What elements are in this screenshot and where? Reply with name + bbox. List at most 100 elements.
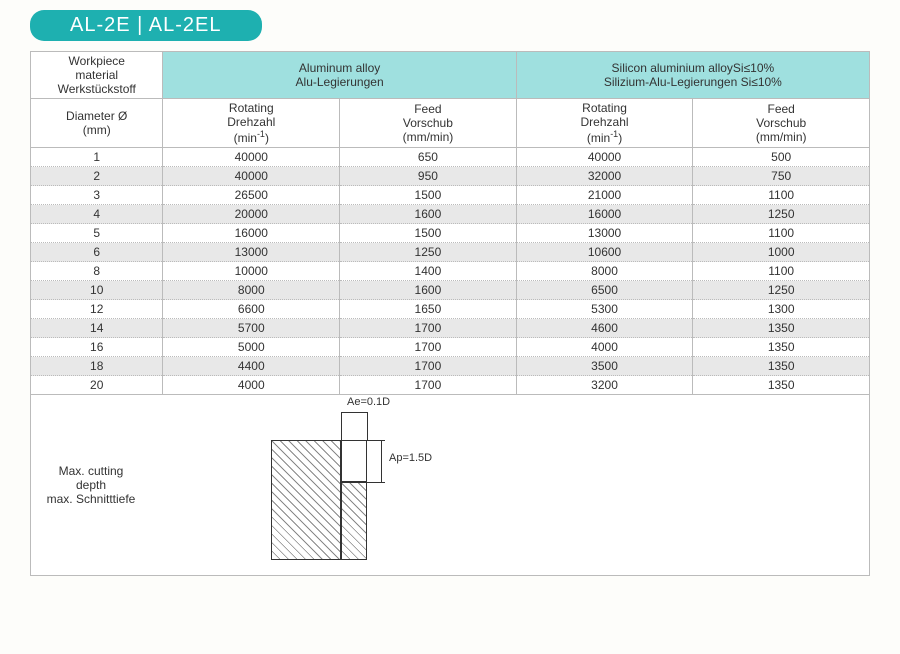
table-cell: 1650: [340, 300, 517, 319]
table-cell: 1350: [693, 357, 870, 376]
table-cell: 3500: [516, 357, 693, 376]
table-cell: 21000: [516, 186, 693, 205]
table-row: 810000140080001100: [31, 262, 870, 281]
table-cell: 10000: [163, 262, 340, 281]
table-cell: 12: [31, 300, 163, 319]
table-cell: 1: [31, 148, 163, 167]
header-feed-2: Feed Vorschub (mm/min): [693, 99, 870, 148]
table-cell: 3200: [516, 376, 693, 395]
table-cell: 650: [340, 148, 517, 167]
table-cell: 13000: [516, 224, 693, 243]
table-cell: 6: [31, 243, 163, 262]
header-feed-1: Feed Vorschub (mm/min): [340, 99, 517, 148]
table-cell: 10600: [516, 243, 693, 262]
table-cell: 13000: [163, 243, 340, 262]
table-cell: 1350: [693, 319, 870, 338]
table-cell: 8: [31, 262, 163, 281]
page-title: AL-2E | AL-2EL: [70, 14, 222, 36]
table-cell: 4000: [163, 376, 340, 395]
table-row: 145700170046001350: [31, 319, 870, 338]
table-row: 24000095032000750: [31, 167, 870, 186]
table-cell: 950: [340, 167, 517, 186]
unit-min-1: (min-1): [234, 131, 269, 145]
table-cell: 3: [31, 186, 163, 205]
ae-label: Ae=0.1D: [347, 396, 390, 408]
table-cell: 1600: [340, 281, 517, 300]
table-cell: 1300: [693, 300, 870, 319]
header-material-2: Silicon aluminium alloySi≤10% Silizium-A…: [516, 52, 869, 99]
header-rotating-2: Rotating Drehzahl (min-1): [516, 99, 693, 148]
table-cell: 1100: [693, 224, 870, 243]
table-row: 204000170032001350: [31, 376, 870, 395]
table-cell: 16000: [516, 205, 693, 224]
cutting-depth-diagram: Ae=0.1D Ap=1.5D: [271, 400, 471, 570]
table-cell: 1250: [693, 281, 870, 300]
table-cell: 1250: [693, 205, 870, 224]
table-row: 3265001500210001100: [31, 186, 870, 205]
table-cell: 5700: [163, 319, 340, 338]
diagram-cell: Max. cutting depth max. Schnitttiefe Ae=…: [31, 395, 870, 576]
table-cell: 6500: [516, 281, 693, 300]
table-cell: 1100: [693, 186, 870, 205]
table-cell: 1400: [340, 262, 517, 281]
header-workpiece: Workpiece material Werkstückstoff: [31, 52, 163, 99]
cutting-data-table: Workpiece material Werkstückstoff Alumin…: [30, 51, 870, 576]
table-cell: 16: [31, 338, 163, 357]
table-cell: 750: [693, 167, 870, 186]
table-cell: 1350: [693, 338, 870, 357]
table-cell: 1100: [693, 262, 870, 281]
table-cell: 1700: [340, 376, 517, 395]
header-material-1: Aluminum alloy Alu-Legierungen: [163, 52, 516, 99]
table-cell: 40000: [163, 148, 340, 167]
table-cell: 8000: [163, 281, 340, 300]
table-cell: 4: [31, 205, 163, 224]
table-cell: 4000: [516, 338, 693, 357]
table-cell: 1500: [340, 186, 517, 205]
table-cell: 2: [31, 167, 163, 186]
table-cell: 1700: [340, 357, 517, 376]
table-row: 165000170040001350: [31, 338, 870, 357]
table-cell: 5: [31, 224, 163, 243]
table-cell: 5000: [163, 338, 340, 357]
table-row: 126600165053001300: [31, 300, 870, 319]
ap-label: Ap=1.5D: [389, 452, 432, 464]
table-cell: 4600: [516, 319, 693, 338]
header-rotating-1: Rotating Drehzahl (min-1): [163, 99, 340, 148]
table-cell: 40000: [163, 167, 340, 186]
table-cell: 1700: [340, 338, 517, 357]
table-cell: 1700: [340, 319, 517, 338]
table-cell: 20: [31, 376, 163, 395]
page-title-pill: AL-2E | AL-2EL: [30, 10, 262, 41]
table-cell: 1250: [340, 243, 517, 262]
table-cell: 10: [31, 281, 163, 300]
unit-min-2: (min-1): [587, 131, 622, 145]
table-cell: 1350: [693, 376, 870, 395]
table-cell: 16000: [163, 224, 340, 243]
table-row: 14000065040000500: [31, 148, 870, 167]
diagram-workpiece-lower: [341, 482, 367, 560]
table-cell: 1500: [340, 224, 517, 243]
table-row: 6130001250106001000: [31, 243, 870, 262]
table-cell: 20000: [163, 205, 340, 224]
table-cell: 18: [31, 357, 163, 376]
table-cell: 32000: [516, 167, 693, 186]
diagram-label: Max. cutting depth max. Schnitttiefe: [31, 464, 151, 506]
table-cell: 4400: [163, 357, 340, 376]
table-cell: 14: [31, 319, 163, 338]
table-row: 4200001600160001250: [31, 205, 870, 224]
table-row: 108000160065001250: [31, 281, 870, 300]
table-cell: 1600: [340, 205, 517, 224]
table-cell: 1000: [693, 243, 870, 262]
table-row: 5160001500130001100: [31, 224, 870, 243]
header-diameter: Diameter Ø (mm): [31, 99, 163, 148]
table-cell: 6600: [163, 300, 340, 319]
table-row: 184400170035001350: [31, 357, 870, 376]
table-cell: 5300: [516, 300, 693, 319]
table-cell: 500: [693, 148, 870, 167]
table-cell: 26500: [163, 186, 340, 205]
table-body: 1400006504000050024000095032000750326500…: [31, 148, 870, 395]
diagram-cut-notch: [341, 440, 367, 482]
table-cell: 8000: [516, 262, 693, 281]
table-cell: 40000: [516, 148, 693, 167]
diagram-workpiece-block: [271, 440, 341, 560]
